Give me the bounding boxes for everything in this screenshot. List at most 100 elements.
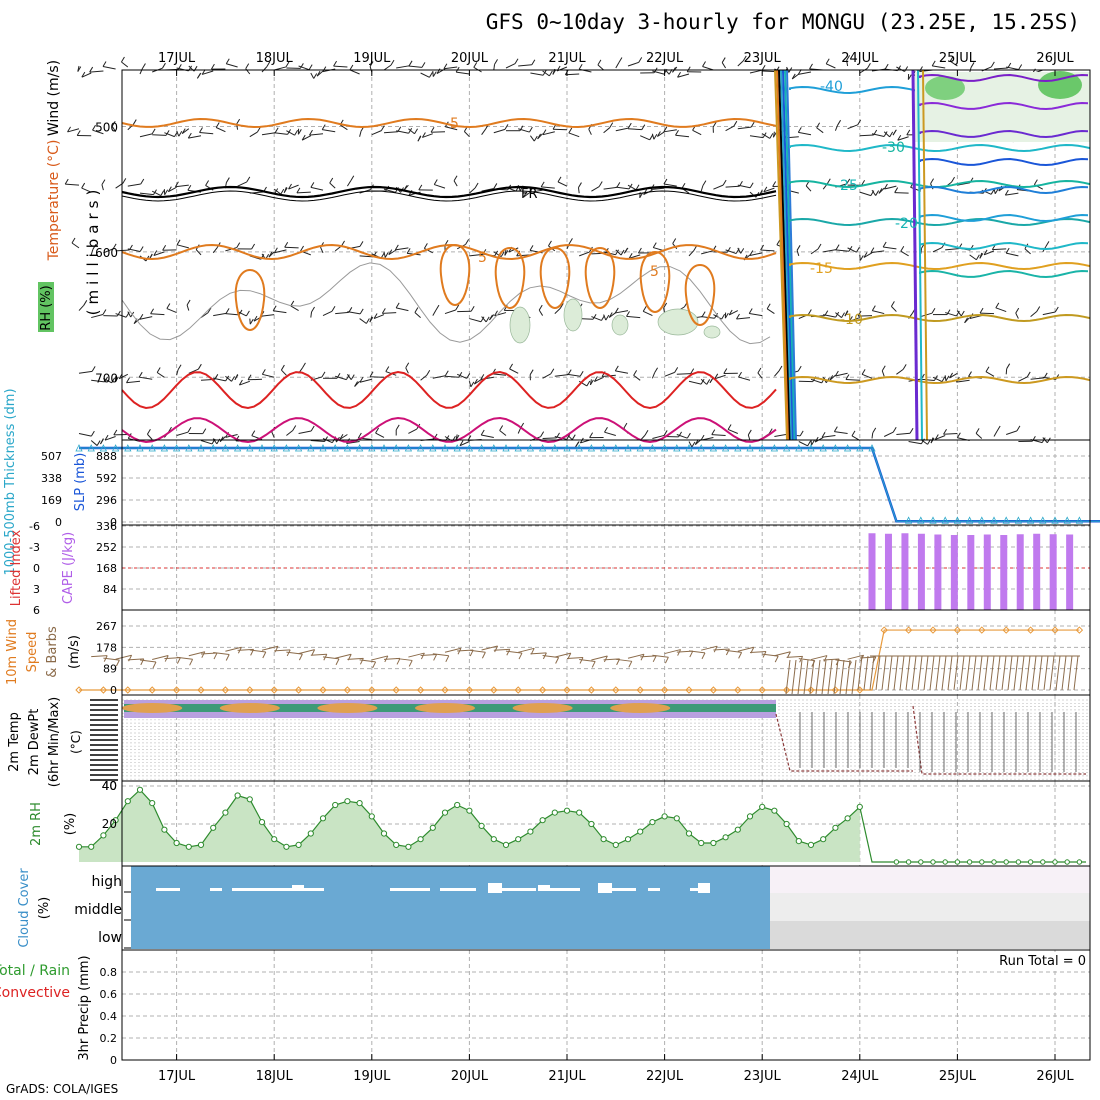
wind-barb-flag [807,309,812,315]
wind-barb-flag [776,239,781,246]
wind-barb-flag [81,71,86,78]
temp-maximum-blob [512,703,573,713]
wind-barb-flag [871,305,876,311]
wind-barb [920,378,935,382]
wind-barb [604,431,616,436]
wind-barb-flag [663,302,668,309]
wind-barb-10m [127,658,144,661]
wind-barb-flag [797,365,802,372]
wind-barb-flag [436,68,441,74]
wind-barb-10m [749,651,767,654]
wind-barb [408,128,415,135]
wind-barb [737,126,752,130]
wind-barb-10m-flag [286,649,291,657]
wind-barb-flag [628,253,633,259]
rh-point [88,843,95,850]
wind-barb-flag [626,311,630,317]
wind-barb-flag [350,374,355,380]
wind-barb-flag [444,370,449,377]
wind-barb-10m [827,659,833,695]
wind-barb [444,375,459,378]
rh-point [588,820,595,828]
wind-barb [774,370,780,377]
wind-barb [798,71,812,75]
wind-barb-flag [140,178,145,185]
thickness-marker [917,516,925,524]
rh-point [930,859,936,865]
wind-barb [310,186,324,191]
wind-barb-flag [817,243,822,250]
wind-barb-10m-flag [652,655,657,663]
wind-barb [261,66,268,73]
wind-barb [359,255,374,258]
wind-barb-10m [713,648,730,651]
wind-barb [529,135,535,142]
wind-barb [884,185,897,190]
rh-point [600,836,607,843]
wind-barb [346,440,360,444]
wind-barb-flag [675,130,679,136]
rh-point [1040,859,1046,865]
wind-barb-flag [1033,179,1038,185]
wind-barb-flag [225,58,230,64]
wind-barb-flag [949,55,954,62]
cloud-gap [690,888,700,891]
wind-barb [115,313,127,318]
wind-barb [481,129,486,136]
wind-barb [382,312,397,314]
cloud-gap [390,888,430,891]
wind-speed-marker [99,686,108,694]
wind-barb [274,66,287,71]
wind-barb-flag [845,374,850,380]
wind-barb-flag [165,130,170,136]
wind-barb [749,312,763,317]
date-label-top: 22JUL [646,51,684,66]
cloud-level-label: middle [74,902,122,918]
date-label-top: 21JUL [548,51,586,66]
wind-barb-flag [111,377,116,384]
wind-barb [834,431,848,434]
wind-barb-flag [548,70,553,77]
cape-bar [934,534,942,610]
wind-barb-flag [728,309,733,316]
wind-barb-flag [643,189,648,195]
contour-label: -10 [840,312,863,328]
wind-barb-flag [219,436,224,442]
wind-barb-flag [274,127,279,134]
wind-barb-10m [797,659,803,695]
wind-barb [301,135,312,141]
thickness-axis-title: 1000-500mb Thickness (dm) [3,388,18,575]
thickness-marker [599,444,608,452]
wind-barb-flag [686,432,691,439]
wind-barb [652,434,665,439]
wind-barb [1018,376,1028,382]
wind-barb [615,62,620,69]
panel-frame-wind [121,609,1091,696]
wind-barb-flag [166,303,171,309]
rh-point [991,859,997,865]
wind-barb-10m-flag [189,659,194,666]
wind-barb-10m [335,653,352,659]
wind-barb-flag [459,440,464,446]
wind-barb-flag [772,181,777,187]
wind-barb [871,189,877,196]
wind-barb-flag [395,424,400,431]
wind-barb-flag [608,312,613,318]
wind-barb-flag [538,304,543,311]
label-layer: 17JUL 17JUL 18JUL 18JUL 19JUL 19JUL 20JUL 20JUL… [0,51,1088,1084]
thickness-marker [160,444,169,452]
wind-barb-10m [971,655,977,691]
wind-barb [949,60,958,67]
wind-barb [90,249,94,256]
wind-barb [212,438,218,445]
wind-barb-flag [702,61,706,67]
thickness-marker [75,444,83,452]
wind-barb-10m [929,655,935,691]
slp-tick-label: 296 [96,494,117,507]
wind-barb-10m [481,645,498,651]
rh-point [429,824,436,831]
wind-barb-flag [500,251,505,257]
precip-axis-title: 3hr Precip (mm) [77,955,92,1060]
wind-barb-10m [322,656,340,660]
thickness-marker [978,516,986,524]
